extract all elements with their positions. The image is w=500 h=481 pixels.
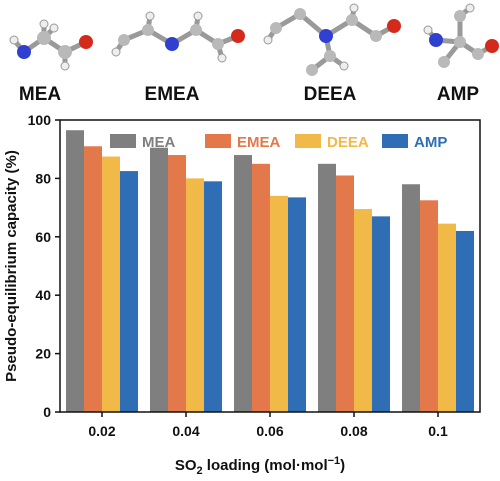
bar-mea-0.08 [318, 163, 336, 412]
bar-deea-0.1 [438, 223, 456, 412]
bar-amp-0.08 [372, 216, 390, 412]
bar-mea-0.06 [234, 155, 252, 412]
bar-amp-0.06 [288, 197, 306, 412]
bar-mea-0.04 [150, 147, 168, 413]
mea-molecule-icon [11, 21, 89, 69]
amp-label: AMP [436, 84, 480, 105]
x-axis-label-main: SO [175, 457, 197, 474]
legend: MEA EMEA DEEA AMP [110, 134, 447, 151]
molecule-structures: MEA EMEA DEEA AMP [0, 0, 500, 112]
bar-deea-0.02 [102, 156, 120, 412]
y-tick-label: 80 [35, 170, 51, 186]
y-tick-label: 100 [28, 112, 52, 128]
bar-deea-0.08 [354, 209, 372, 412]
legend-label-amp: AMP [414, 134, 447, 151]
legend-swatch-emea [205, 134, 231, 148]
x-tick-label: 0.08 [340, 423, 367, 439]
x-axis-label-rest: loading (mol·mol [203, 457, 328, 474]
bar-amp-0.04 [204, 181, 222, 412]
deea-label: DEEA [303, 84, 357, 105]
y-tick-label: 60 [35, 229, 51, 245]
bar-amp-0.1 [456, 230, 474, 412]
bar-emea-0.08 [336, 175, 354, 412]
x-tick-label: 0.04 [172, 423, 199, 439]
x-axis-label-end: ) [340, 457, 345, 474]
legend-swatch-amp [382, 134, 408, 148]
emea-molecule-icon [113, 13, 241, 61]
bar-mea-0.02 [66, 130, 84, 412]
legend-label-mea: MEA [142, 134, 176, 151]
bar-group [66, 130, 474, 413]
bar-emea-0.1 [420, 200, 438, 412]
x-axis-label: SO2 loading (mol·mol−1) [175, 455, 345, 477]
y-tick-label: 20 [35, 346, 51, 362]
y-axis-label: Pseudo-equilibrium capacity (%) [3, 150, 20, 382]
legend-swatch-mea [110, 134, 136, 148]
x-axis-label-sup: −1 [328, 455, 341, 467]
mea-label: MEA [18, 84, 62, 105]
bar-deea-0.04 [186, 178, 204, 412]
bar-emea-0.02 [84, 146, 102, 412]
legend-label-emea: EMEA [237, 134, 281, 151]
y-tick-label: 0 [43, 404, 51, 420]
legend-swatch-deea [295, 134, 321, 148]
x-tick-label: 0.02 [88, 423, 115, 439]
bar-emea-0.06 [252, 163, 270, 412]
y-axis-ticks: 0 20 40 60 80 100 [28, 112, 60, 420]
bar-emea-0.04 [168, 155, 186, 412]
x-tick-label: 0.1 [428, 423, 448, 439]
x-axis-label-sub: 2 [197, 465, 203, 477]
legend-label-deea: DEEA [327, 134, 369, 151]
bar-chart: 0 20 40 60 80 100 0.02 0.04 0.06 0.08 0.1 MEA EMEA… [3, 112, 481, 477]
bar-mea-0.1 [402, 184, 420, 412]
y-tick-label: 40 [35, 287, 51, 303]
bar-deea-0.06 [270, 195, 288, 412]
emea-label: EMEA [144, 84, 200, 105]
x-tick-label: 0.06 [256, 423, 283, 439]
bar-amp-0.02 [120, 171, 138, 412]
x-axis-ticks: 0.02 0.04 0.06 0.08 0.1 [88, 412, 448, 439]
molecule-drawings [9, 3, 499, 76]
